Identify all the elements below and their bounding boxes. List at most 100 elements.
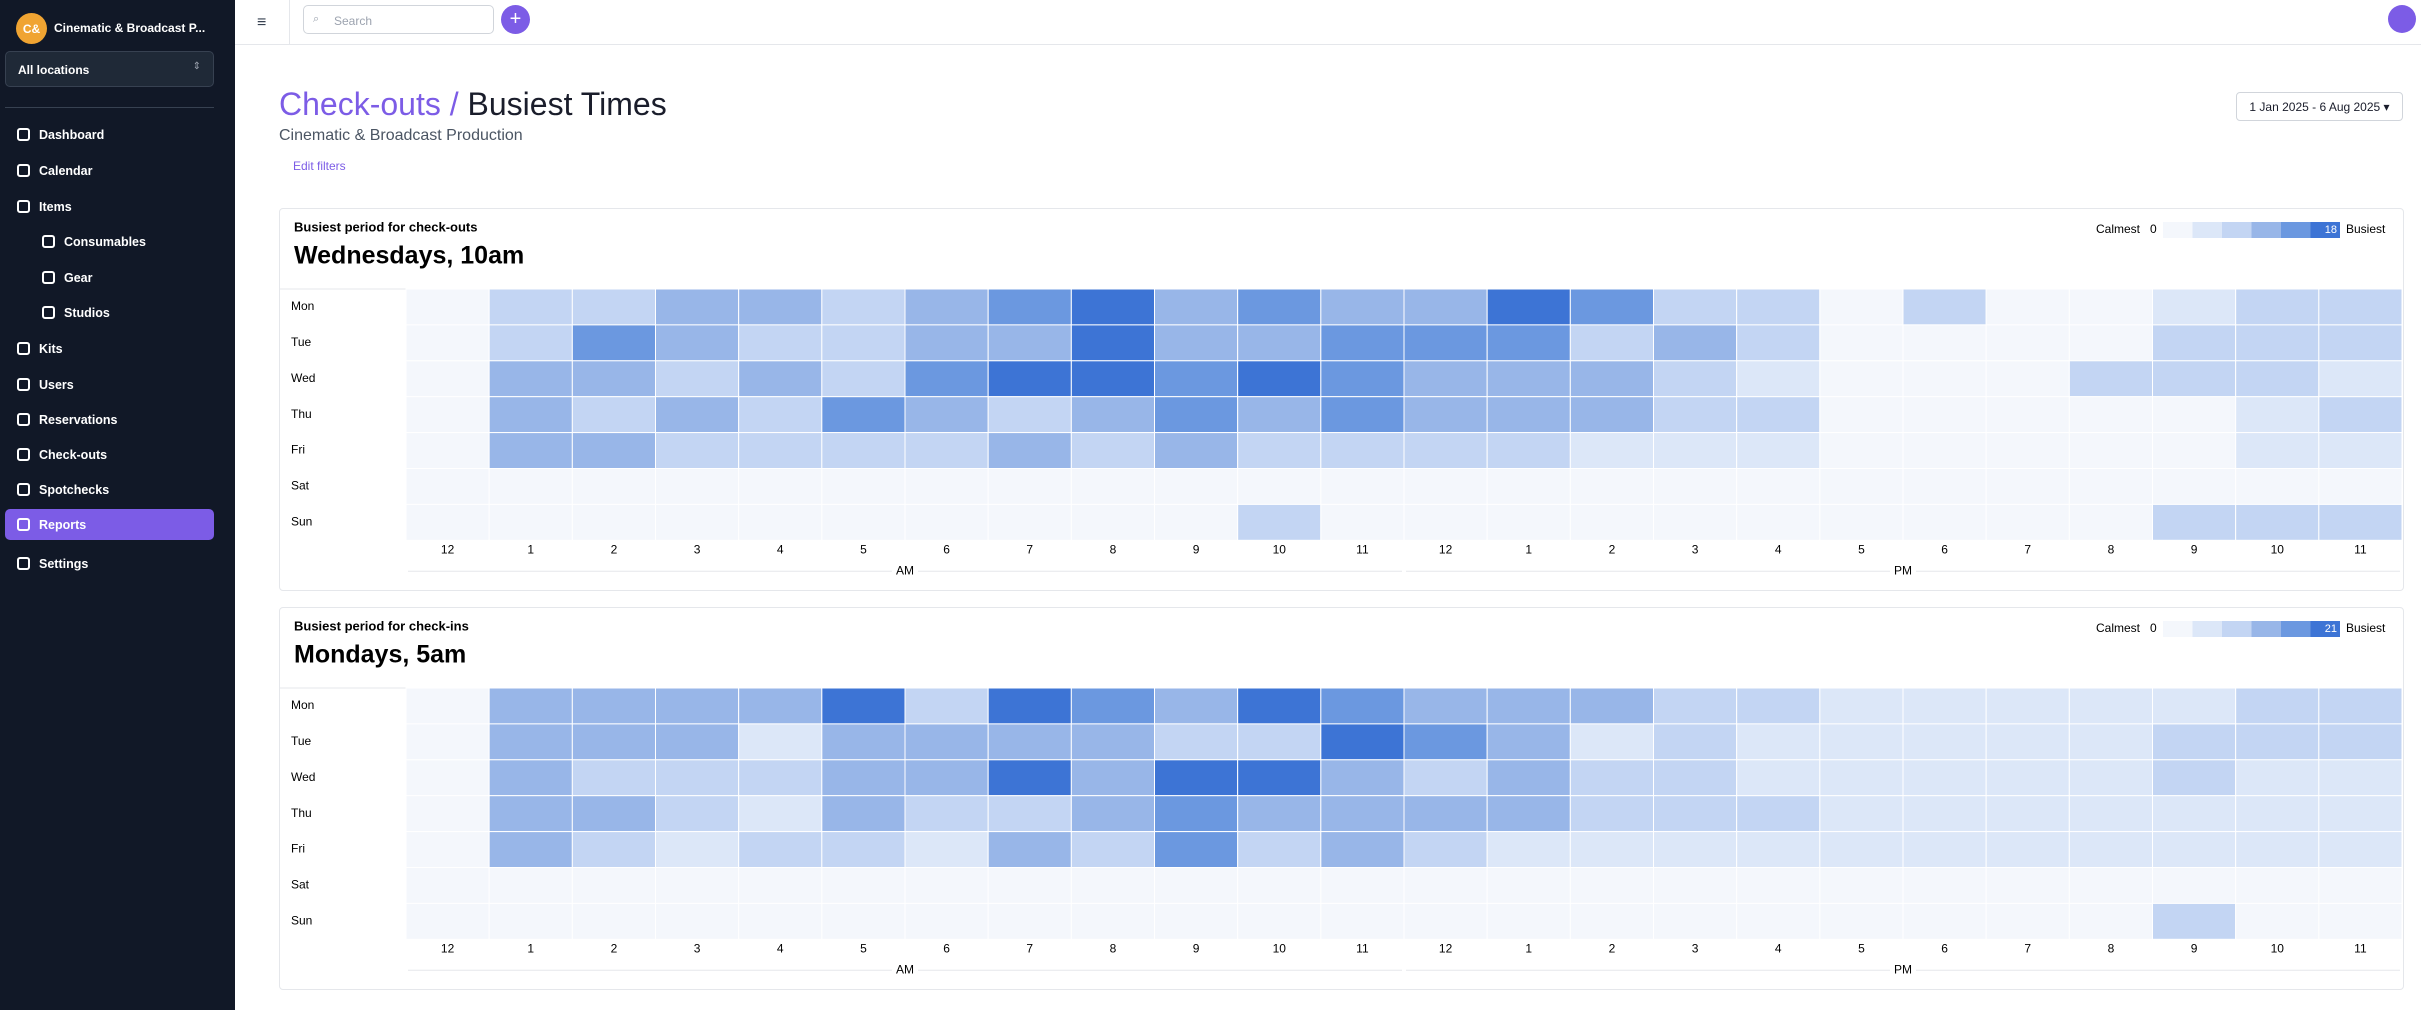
heat-cell xyxy=(1486,723,1571,761)
heat-cell xyxy=(1985,288,2070,326)
heat-cell xyxy=(571,831,657,869)
hour-label: 12 xyxy=(1439,941,1453,955)
hour-label: 1 xyxy=(527,542,534,556)
heat-cell xyxy=(1653,867,1738,904)
menu-toggle[interactable]: ≡ xyxy=(257,14,267,31)
heat-cell xyxy=(1653,396,1738,434)
headline: Wednesdays, 10am xyxy=(294,242,524,270)
heat-cell xyxy=(1403,432,1488,470)
heat-cell xyxy=(821,396,906,434)
nav-item[interactable]: Calendar xyxy=(5,155,214,186)
heat-cell xyxy=(821,687,906,725)
nav-item[interactable]: Reservations xyxy=(5,404,214,435)
heat-cell xyxy=(488,759,573,797)
heat-cell xyxy=(571,759,657,797)
heat-cell xyxy=(2068,324,2154,362)
heat-cell xyxy=(1653,831,1738,869)
heat-cell xyxy=(2068,687,2154,725)
org-avatar[interactable]: C& xyxy=(16,13,47,44)
heat-cell xyxy=(987,432,1072,470)
heat-cell xyxy=(1320,503,1405,541)
heat-cell xyxy=(987,503,1072,541)
heat-cell xyxy=(2318,902,2403,940)
heat-cell xyxy=(1985,503,2070,541)
heat-cell xyxy=(987,288,1072,326)
heat-cell xyxy=(1985,687,2070,725)
date-range[interactable]: 1 Jan 2025 - 6 Aug 2025 ▾ xyxy=(2236,92,2403,121)
heat-cell xyxy=(2318,288,2403,326)
hour-label: 10 xyxy=(2271,542,2285,556)
add-button[interactable]: + xyxy=(501,5,530,34)
heat-cell xyxy=(821,288,906,326)
hour-label: 6 xyxy=(943,542,950,556)
heat-cell xyxy=(987,687,1072,725)
cart-button[interactable] xyxy=(2388,5,2416,33)
location-select[interactable]: All locations ⇕ xyxy=(5,51,214,87)
divider xyxy=(5,107,214,108)
heat-cell xyxy=(405,432,490,470)
heat-cell xyxy=(1653,723,1738,761)
heat-cell xyxy=(1237,902,1322,940)
heat-cell xyxy=(1736,288,1821,326)
heat-cell xyxy=(1569,503,1655,541)
heat-cell xyxy=(1154,396,1239,434)
hour-label: 10 xyxy=(1273,542,1287,556)
heat-cell xyxy=(1070,360,1155,398)
period-label: PM xyxy=(1894,962,1912,976)
heat-cell xyxy=(1902,360,1987,398)
nav-item[interactable]: Reports xyxy=(5,509,214,540)
hour-label: 1 xyxy=(1525,542,1532,556)
heat-cell xyxy=(1736,432,1821,470)
org-name[interactable]: Cinematic & Broadcast P... xyxy=(54,21,206,35)
nav-item[interactable]: Kits xyxy=(5,333,214,364)
heat-cell xyxy=(1569,468,1655,505)
heat-cell xyxy=(987,468,1072,505)
nav-item[interactable]: Items xyxy=(5,191,214,222)
hour-label: 9 xyxy=(1193,542,1200,556)
heat-cell xyxy=(2068,288,2154,326)
hour-label: 7 xyxy=(2024,542,2031,556)
nav-item[interactable]: Settings xyxy=(5,548,214,579)
hour-label: 2 xyxy=(611,941,618,955)
heat-cell xyxy=(1237,503,1322,541)
heat-cell xyxy=(2152,867,2237,904)
search-box[interactable]: Search ⌕ xyxy=(303,5,494,34)
heat-cell xyxy=(1819,468,1904,505)
subtitle: Cinematic & Broadcast Production xyxy=(279,127,523,144)
nav-label: Consumables xyxy=(64,234,146,249)
heat-cell xyxy=(1070,902,1155,940)
hour-label: 6 xyxy=(943,941,950,955)
nav-item[interactable]: Studios xyxy=(30,297,214,328)
heat-cell xyxy=(821,831,906,869)
heat-cell xyxy=(1569,288,1655,326)
legend-min: 0 xyxy=(2150,222,2157,236)
heat-cell xyxy=(1070,468,1155,505)
edit-filters[interactable]: Edit filters xyxy=(293,159,346,173)
heat-cell xyxy=(904,288,989,326)
hour-label: 4 xyxy=(1775,542,1782,556)
heat-cell xyxy=(1486,360,1571,398)
hour-label: 3 xyxy=(694,542,701,556)
day-label: Sun xyxy=(291,515,312,529)
heat-cell xyxy=(1653,288,1738,326)
nav-item[interactable]: Check-outs xyxy=(5,439,214,470)
heat-cell xyxy=(488,723,573,761)
nav-item[interactable]: Dashboard xyxy=(5,119,214,150)
heat-cell xyxy=(405,687,490,725)
heat-cell xyxy=(2235,288,2320,326)
heat-cell xyxy=(738,867,823,904)
heat-cell xyxy=(2318,468,2403,505)
legend-swatch xyxy=(2281,222,2311,238)
nav-item[interactable]: Gear xyxy=(30,262,214,293)
heat-cell xyxy=(738,831,823,869)
heat-cell xyxy=(1736,759,1821,797)
nav-item[interactable]: Spotchecks xyxy=(5,474,214,505)
heat-cell xyxy=(1320,324,1405,362)
breadcrumb[interactable]: Check-outs xyxy=(279,86,441,122)
nav-item[interactable]: Consumables xyxy=(30,226,214,257)
nav-item[interactable]: Users xyxy=(5,369,214,400)
heat-cell xyxy=(2068,831,2154,869)
heat-cell xyxy=(1902,795,1987,833)
heat-cell xyxy=(1237,324,1322,362)
nav-icon xyxy=(17,164,30,177)
